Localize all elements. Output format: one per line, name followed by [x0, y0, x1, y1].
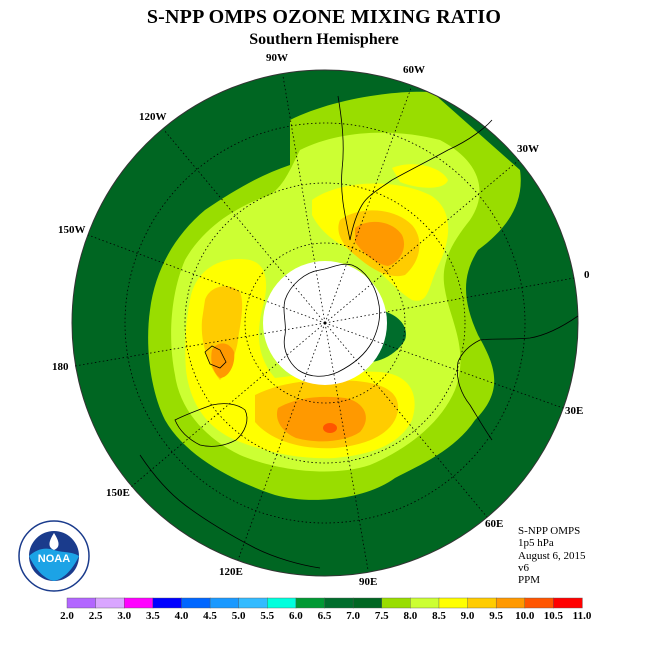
logo-bird	[49, 533, 59, 550]
ozone-band-orange-2	[276, 396, 366, 442]
coastlines	[139, 95, 579, 569]
lon-label-150w: 150W	[58, 224, 86, 236]
latitude-circle	[184, 182, 466, 464]
lon-label-120w: 120W	[139, 111, 167, 123]
lon-label-120e: 120E	[219, 566, 243, 578]
lon-label-180: 180	[52, 361, 69, 373]
lon-label-60e: 60E	[485, 518, 503, 530]
logo-wave	[29, 548, 79, 581]
asia-coastline	[139, 454, 321, 569]
lon-label-90w: 90W	[266, 52, 288, 64]
new-zealand-coastline	[204, 345, 227, 369]
antarctica-coastline	[283, 263, 380, 377]
info-units: PPM	[518, 574, 541, 587]
meridian	[163, 129, 326, 324]
map-title: S-NPP OMPS OZONE MIXING RATIO	[146, 6, 502, 28]
lon-label-0: 0	[584, 269, 590, 281]
africa-coastline	[456, 315, 579, 441]
australia-coastline	[174, 403, 248, 447]
logo-text: NOAA	[38, 553, 70, 565]
ozone-band-orange-3	[211, 343, 235, 378]
meridian	[282, 75, 326, 324]
south-pole-marker	[323, 321, 327, 325]
meridian	[324, 322, 369, 571]
info-version: v6	[518, 561, 529, 574]
longitude-labels: 90W 60W 120W 30W 150W 0 180 30E 150E 60E…	[52, 52, 590, 588]
south-america-coastline	[337, 95, 493, 241]
lon-label-30e: 30E	[565, 405, 583, 417]
lon-label-150e: 150E	[106, 487, 130, 499]
map-subtitle: Southern Hemisphere	[249, 31, 399, 48]
latitude-circle	[124, 122, 526, 524]
noaa-logo-icon: NOAA	[18, 520, 90, 592]
lon-label-90e: 90E	[359, 576, 377, 588]
info-date: August 6, 2015	[518, 549, 586, 562]
lon-label-60w: 60W	[403, 64, 425, 76]
latitude-circle	[244, 242, 406, 404]
meridian	[324, 87, 412, 324]
info-block: S-NPP OMPS 1p5 hPa August 6, 2015 v6 PPM	[518, 525, 586, 586]
info-pressure: 1p5 hPa	[518, 537, 554, 550]
map-boundary	[71, 69, 579, 577]
ozone-band-red-orange	[323, 423, 337, 433]
info-instrument: S-NPP OMPS	[518, 525, 581, 537]
ozone-band-yellow-3	[392, 164, 448, 188]
lon-label-30w: 30W	[517, 143, 539, 155]
graticule	[74, 75, 575, 571]
